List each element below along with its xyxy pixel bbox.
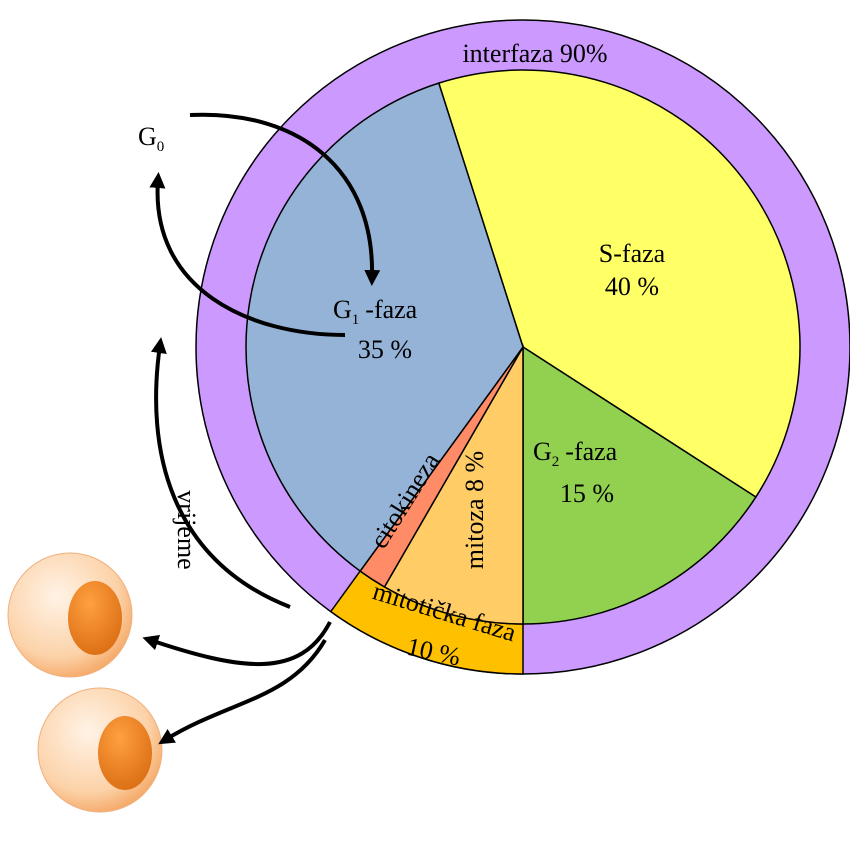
g0-sub: 0 <box>157 139 165 155</box>
arrow <box>158 638 327 745</box>
arrow <box>150 337 291 609</box>
g0-letter: G <box>138 122 157 151</box>
g2-wedge <box>522 345 757 625</box>
arrow <box>189 112 381 286</box>
time-label: vrijeme <box>172 490 201 569</box>
arrow <box>142 621 332 667</box>
g2-sub: 2 <box>552 454 560 470</box>
g1-sub: 1 <box>352 312 360 328</box>
g1-letter: G <box>333 295 352 324</box>
arrow <box>149 172 346 337</box>
mitosis-label: mitoza 8 % <box>460 451 489 569</box>
interphase-label: interfaza 90% <box>462 39 607 68</box>
s-pct: 40 % <box>605 272 659 301</box>
mitosis-wedge <box>383 344 524 625</box>
g2-suffix: -faza <box>565 437 617 466</box>
g2-pct: 15 % <box>560 479 614 508</box>
s-wedge <box>437 69 801 499</box>
g0-label: G0 <box>138 122 164 155</box>
g2-letter: G <box>533 437 552 466</box>
nucleus <box>98 716 152 790</box>
s-label: S-faza <box>599 239 666 268</box>
nucleus <box>68 581 122 655</box>
g1-suffix: -faza <box>365 295 417 324</box>
g1-wedge <box>245 82 524 573</box>
g1-pct: 35 % <box>358 335 412 364</box>
g1-label: G1 -faza <box>333 295 418 328</box>
g2-label: G2 -faza <box>533 437 618 470</box>
